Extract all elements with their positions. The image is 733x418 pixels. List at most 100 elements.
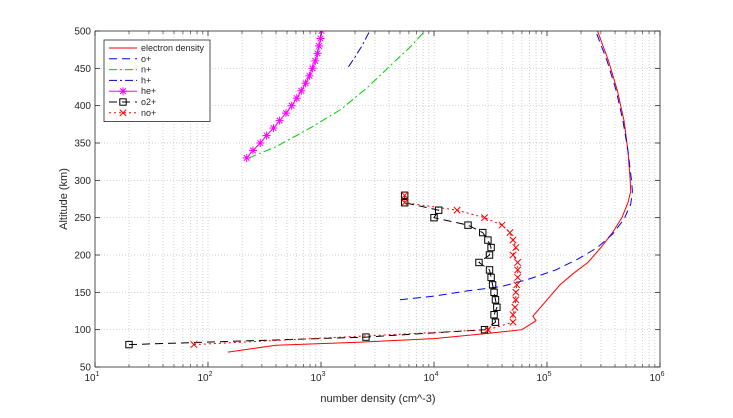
legend-label-n: n+	[141, 65, 151, 75]
data-point-o2	[434, 206, 443, 214]
x-marker-stroke	[190, 341, 198, 349]
star-marker-stroke	[249, 147, 257, 154]
legend-marker-he	[119, 87, 127, 96]
x-marker-stroke	[484, 326, 492, 334]
data-point-no	[401, 199, 409, 207]
data-point-he	[311, 56, 320, 65]
data-point-no	[453, 206, 461, 214]
legend-label-he: he+	[141, 86, 156, 96]
series-n	[248, 31, 426, 159]
series-layer	[125, 31, 633, 353]
data-point-o2	[362, 333, 370, 341]
data-point-o2	[430, 213, 438, 222]
x-tick-exponent: 3	[322, 371, 326, 378]
data-point-he	[287, 101, 296, 110]
series-line-o2	[128, 195, 498, 346]
star-marker-stroke	[243, 154, 250, 162]
data-point-no	[509, 251, 517, 259]
x-marker-stroke	[512, 243, 520, 252]
data-point-o2	[487, 243, 495, 252]
data-point-he	[308, 64, 317, 73]
data-point-no	[509, 311, 517, 319]
y-tick-label: 50	[80, 363, 92, 374]
data-point-o2	[490, 288, 498, 297]
x-marker-stroke	[509, 236, 517, 244]
y-tick-label: 500	[74, 27, 91, 38]
data-point-he	[248, 146, 257, 155]
star-marker-stroke	[302, 80, 309, 87]
series-line-o	[399, 31, 633, 301]
star-marker-stroke	[263, 132, 270, 139]
x-marker-stroke	[514, 266, 522, 274]
x-tick-exponent: 6	[661, 371, 665, 378]
data-point-o2	[493, 303, 501, 311]
x-marker-stroke	[509, 318, 517, 326]
data-point-he	[292, 94, 301, 103]
star-marker-stroke	[312, 57, 319, 65]
x-marker-stroke	[512, 288, 520, 296]
x-tick-exponent: 1	[96, 371, 100, 378]
x-tick-exponent: 4	[435, 371, 439, 378]
data-point-no	[514, 258, 522, 267]
axes: 101 102 103 104 105 1065010015020025030035040…	[74, 27, 664, 385]
star-marker-stroke	[317, 35, 324, 42]
star-marker-stroke	[282, 109, 290, 117]
data-point-no	[190, 341, 198, 349]
data-point-he	[297, 86, 306, 95]
data-point-no	[506, 229, 514, 237]
x-marker-stroke	[512, 296, 520, 304]
y-axis-title: Altitude (km)	[58, 168, 70, 230]
data-point-o2	[400, 191, 409, 199]
data-point-no	[512, 296, 520, 304]
legend-label-h: h+	[141, 75, 151, 85]
data-point-o2	[464, 221, 472, 229]
x-marker-stroke	[401, 191, 409, 199]
series-he	[242, 31, 326, 162]
series-h	[348, 31, 371, 68]
legend-label-o2: o2+	[141, 97, 156, 107]
legend-item-o: o+	[109, 54, 151, 64]
data-point-no	[509, 236, 517, 244]
data-point-he	[269, 124, 278, 133]
data-point-no	[480, 214, 489, 222]
data-point-o2	[475, 258, 483, 267]
plot-frame	[94, 30, 661, 368]
data-point-he	[305, 71, 314, 80]
x-marker-stroke	[506, 229, 514, 237]
legend-label-no: no+	[141, 108, 156, 118]
star-marker-stroke	[315, 42, 323, 50]
star-marker-stroke	[288, 102, 295, 109]
data-point-no	[514, 273, 522, 281]
legend-label-electron-density: electron density	[141, 43, 205, 53]
x-tick-exponent: 5	[548, 371, 552, 378]
star-marker-stroke	[314, 50, 321, 57]
data-point-he	[313, 49, 322, 58]
data-point-no	[511, 303, 519, 311]
x-marker-stroke	[509, 251, 517, 259]
x-axis-title: number density (cm^-3)	[320, 393, 435, 405]
legend-item-o2: o2+	[109, 97, 156, 107]
data-point-o2	[490, 311, 498, 319]
legend-item-h: h+	[109, 75, 151, 85]
series-line-n	[248, 31, 426, 159]
y-tick-label: 150	[74, 288, 91, 299]
series-o2	[125, 191, 501, 349]
star-marker-stroke	[318, 31, 323, 35]
legend-marker-o2	[119, 98, 127, 106]
y-tick-label: 450	[74, 64, 91, 75]
y-tick-label: 200	[74, 251, 91, 262]
legend-item-no: no+	[109, 108, 156, 118]
series-no	[190, 191, 522, 349]
y-tick-label: 250	[74, 213, 91, 224]
x-marker-stroke	[453, 206, 461, 214]
legend-item-electron-density: electron density	[109, 43, 205, 53]
x-marker-stroke	[514, 258, 522, 267]
data-point-o2	[125, 340, 133, 349]
x-marker-stroke	[509, 311, 517, 319]
legend-marker-no	[119, 109, 127, 117]
x-tick-exponent: 2	[209, 371, 213, 378]
data-point-o2	[488, 281, 497, 289]
star-marker-stroke	[119, 88, 127, 95]
data-point-no	[512, 243, 520, 252]
